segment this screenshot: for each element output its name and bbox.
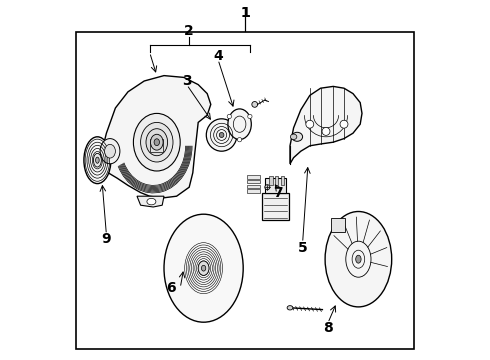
FancyBboxPatch shape bbox=[265, 178, 286, 193]
Polygon shape bbox=[137, 196, 164, 207]
Ellipse shape bbox=[154, 139, 160, 146]
Ellipse shape bbox=[146, 129, 168, 156]
Ellipse shape bbox=[238, 138, 242, 142]
Ellipse shape bbox=[164, 214, 243, 322]
FancyBboxPatch shape bbox=[331, 218, 345, 232]
Text: 1: 1 bbox=[240, 6, 250, 19]
Ellipse shape bbox=[325, 211, 392, 307]
Polygon shape bbox=[290, 86, 362, 164]
FancyBboxPatch shape bbox=[262, 193, 289, 220]
Ellipse shape bbox=[150, 134, 163, 150]
Text: 1: 1 bbox=[240, 6, 250, 19]
FancyBboxPatch shape bbox=[247, 185, 261, 188]
Polygon shape bbox=[101, 76, 211, 198]
FancyBboxPatch shape bbox=[150, 139, 163, 152]
Ellipse shape bbox=[292, 132, 303, 141]
Ellipse shape bbox=[356, 255, 361, 263]
Ellipse shape bbox=[248, 114, 252, 119]
Text: 8: 8 bbox=[323, 321, 333, 335]
Ellipse shape bbox=[133, 113, 180, 171]
Ellipse shape bbox=[287, 306, 293, 310]
Text: 2: 2 bbox=[184, 24, 194, 38]
Text: 6: 6 bbox=[167, 281, 176, 295]
Ellipse shape bbox=[306, 120, 314, 128]
Text: 4: 4 bbox=[213, 49, 223, 63]
Ellipse shape bbox=[104, 144, 116, 158]
Ellipse shape bbox=[228, 109, 251, 140]
Ellipse shape bbox=[96, 157, 99, 163]
Ellipse shape bbox=[265, 185, 270, 190]
Ellipse shape bbox=[291, 134, 297, 140]
Text: 5: 5 bbox=[298, 242, 308, 255]
Ellipse shape bbox=[84, 137, 111, 184]
Text: 9: 9 bbox=[101, 233, 111, 246]
Ellipse shape bbox=[322, 127, 330, 135]
Ellipse shape bbox=[198, 261, 209, 275]
Ellipse shape bbox=[201, 265, 206, 271]
Ellipse shape bbox=[340, 120, 348, 128]
Ellipse shape bbox=[206, 119, 237, 151]
Ellipse shape bbox=[252, 102, 258, 107]
FancyBboxPatch shape bbox=[247, 180, 261, 183]
FancyBboxPatch shape bbox=[247, 189, 261, 193]
Ellipse shape bbox=[147, 198, 156, 205]
FancyBboxPatch shape bbox=[247, 175, 261, 179]
Ellipse shape bbox=[94, 153, 101, 167]
FancyBboxPatch shape bbox=[281, 176, 284, 185]
Ellipse shape bbox=[100, 139, 120, 164]
Ellipse shape bbox=[219, 132, 224, 138]
FancyBboxPatch shape bbox=[275, 176, 278, 185]
Ellipse shape bbox=[141, 122, 173, 162]
Ellipse shape bbox=[227, 114, 231, 119]
Text: 7: 7 bbox=[273, 186, 283, 199]
FancyBboxPatch shape bbox=[269, 176, 273, 185]
Text: 3: 3 bbox=[182, 74, 192, 88]
